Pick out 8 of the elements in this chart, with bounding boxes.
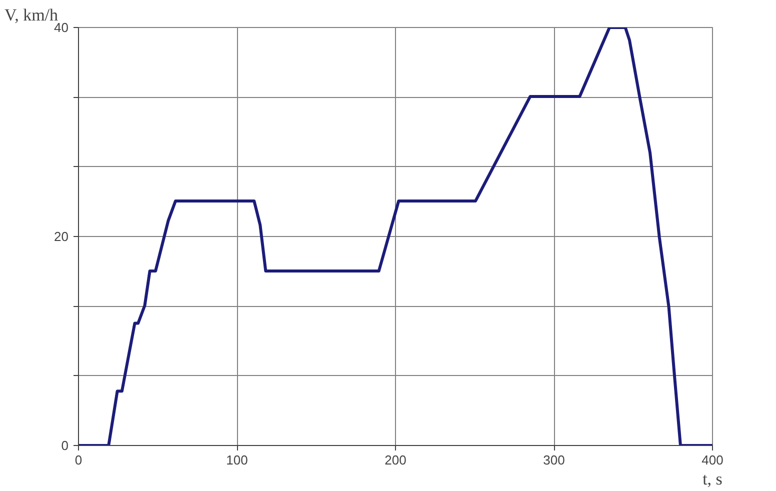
y-tick-label: 20 bbox=[54, 229, 69, 244]
x-tick-label: 0 bbox=[74, 452, 82, 468]
x-tick-label: 300 bbox=[543, 452, 565, 468]
x-tick-label: 100 bbox=[226, 452, 248, 468]
x-axis-title: t, s bbox=[702, 470, 722, 488]
x-tick-label: 400 bbox=[702, 452, 724, 468]
x-tick-label: 200 bbox=[384, 452, 406, 468]
y-tick-label: 0 bbox=[61, 438, 69, 453]
